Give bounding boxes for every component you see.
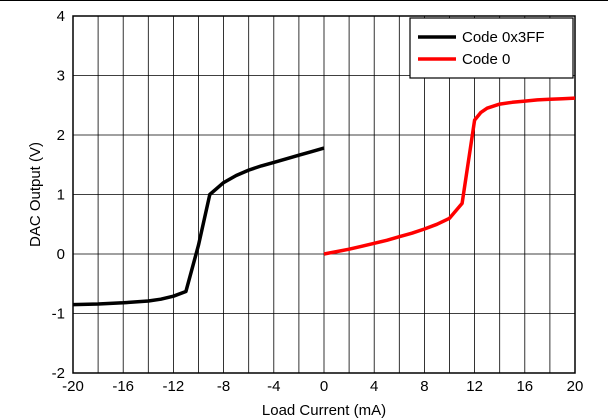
legend-label-code-0x3ff: Code 0x3FF xyxy=(462,29,545,46)
x-tick-label: 12 xyxy=(466,378,483,395)
y-tick-label: 3 xyxy=(57,68,65,85)
y-tick-label: 1 xyxy=(57,187,65,204)
x-tick-label: 20 xyxy=(567,378,584,395)
x-tick-label: 0 xyxy=(320,378,328,395)
y-axis-title: DAC Output (V) xyxy=(27,142,44,247)
x-tick-label: -4 xyxy=(267,378,280,395)
x-tick-label: 4 xyxy=(370,378,378,395)
series-line-code-0x3ff xyxy=(72,146,325,307)
x-tick-label: -8 xyxy=(217,378,230,395)
x-tick-label: 8 xyxy=(420,378,428,395)
plot-frame xyxy=(72,15,576,374)
x-tick-label: -16 xyxy=(112,378,134,395)
y-tick-label: 0 xyxy=(57,246,65,263)
x-tick-label: 16 xyxy=(516,378,533,395)
y-tick-label: -1 xyxy=(52,306,65,323)
y-tick-label: 4 xyxy=(57,8,65,25)
x-axis-title: Load Current (mA) xyxy=(262,402,386,419)
legend-label-code-0: Code 0 xyxy=(462,51,510,68)
y-tick-label: -2 xyxy=(52,365,65,382)
x-tick-label: -12 xyxy=(163,378,185,395)
y-tick-label: 2 xyxy=(57,127,65,144)
legend-box xyxy=(409,17,574,79)
x-tick-label: -20 xyxy=(62,378,84,395)
top-border-line xyxy=(0,0,608,1)
series-line-code-0 xyxy=(323,96,576,256)
legend: Code 0x3FF Code 0 xyxy=(409,17,574,79)
series-lines xyxy=(72,96,576,307)
